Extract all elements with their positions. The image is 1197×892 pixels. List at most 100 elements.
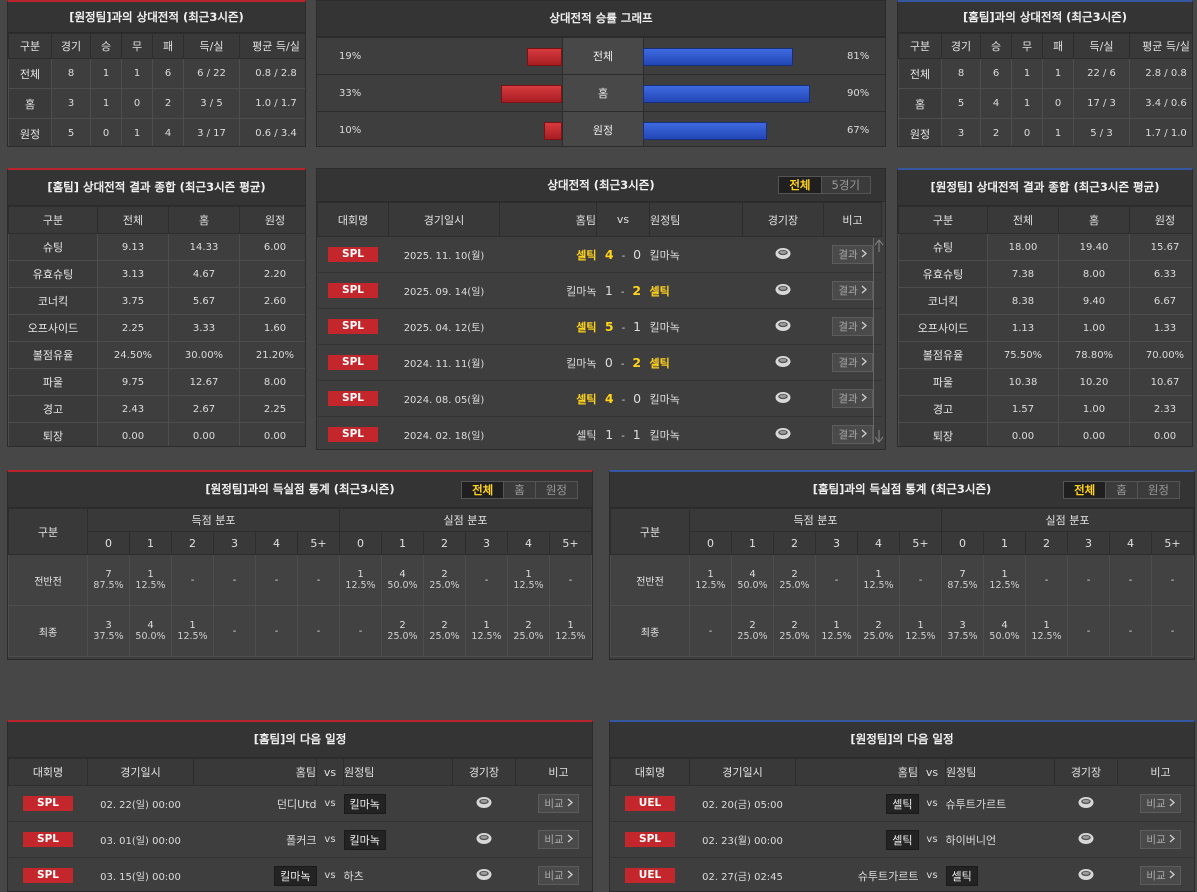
away-score: 2 xyxy=(632,283,642,298)
icon xyxy=(861,356,867,369)
chevron-icon xyxy=(567,833,573,843)
button[interactable]: 결과 xyxy=(832,245,873,264)
goal-percent: 12.5% xyxy=(695,580,726,591)
stadium-cell xyxy=(742,236,824,273)
away-cell: 킬마녹 xyxy=(649,416,743,449)
button[interactable]: 비교 xyxy=(538,794,579,813)
score-separator: - xyxy=(620,359,625,370)
goal-cell: - xyxy=(171,554,214,606)
home-score: 1 xyxy=(604,283,613,298)
column-header: 비고 xyxy=(1117,758,1194,786)
away-team: 킬마녹 xyxy=(343,829,386,850)
tab[interactable]: 5경기 xyxy=(820,177,870,193)
cell: 2 xyxy=(152,88,184,119)
row-label: 원정 xyxy=(8,118,52,146)
column-header: 승 xyxy=(90,33,122,59)
tab[interactable]: 전체 xyxy=(1064,481,1106,498)
panel: [홈팀]의 다음 일정 대회명 경기일시 홈팀 vs 원정팀 경기장 비고 SPL 02. 22(… xyxy=(7,720,593,892)
league-badge: SPL xyxy=(328,283,378,298)
match-date: 2025. 09. 14(일) xyxy=(388,272,500,309)
cell: 10.20 xyxy=(1058,368,1130,396)
percent-label: 19% xyxy=(339,51,362,62)
button-cell: 결과 xyxy=(823,344,882,381)
goal-percent: 25.0% xyxy=(387,631,418,642)
button[interactable]: 결과 xyxy=(832,317,873,336)
column-header: 비고 xyxy=(823,202,882,237)
button[interactable]: 비교 xyxy=(1140,866,1181,885)
goal-count: 2 xyxy=(791,620,798,631)
tab[interactable]: 전체 xyxy=(779,177,821,193)
button[interactable]: 비교 xyxy=(538,866,579,885)
goal-cell: 4 50.0% xyxy=(731,554,774,606)
league-cell: SPL xyxy=(8,821,88,858)
button-label: 결과 xyxy=(838,249,858,261)
tab[interactable]: 원정 xyxy=(1136,481,1179,498)
tab[interactable]: 홈 xyxy=(503,481,535,498)
goal-percent: 37.5% xyxy=(947,631,978,642)
cell: 1.13 xyxy=(987,314,1059,342)
versus: vs xyxy=(316,857,344,891)
stadium-cell xyxy=(742,416,824,449)
button[interactable]: 결과 xyxy=(832,389,873,408)
goal-percent: 12.5% xyxy=(1031,631,1062,642)
goal-count: 2 xyxy=(791,569,798,580)
cell: 12.67 xyxy=(168,368,240,396)
table-row: 퇴장 0.00 0.00 0.00 xyxy=(898,422,1192,446)
button[interactable]: 결과 xyxy=(832,281,873,300)
column-header: 경기일시 xyxy=(388,202,500,237)
panel-title: [원정팀]과의 득실점 통계 (최근3시즌) xyxy=(205,482,395,496)
tab[interactable]: 전체 xyxy=(462,481,504,498)
goal-cell: - xyxy=(465,554,508,606)
button[interactable]: 결과 xyxy=(832,425,873,444)
goal-cell: - xyxy=(213,605,256,657)
tab-group: 전체 5경기 xyxy=(778,176,871,194)
home-cell: 킬마녹 xyxy=(499,272,597,309)
tab[interactable]: 홈 xyxy=(1105,481,1137,498)
stadium-icon xyxy=(775,283,791,295)
goal-percent: 25.0% xyxy=(429,580,460,591)
icon xyxy=(775,391,791,407)
tab[interactable]: 원정 xyxy=(534,481,577,498)
home-cell: 킬마녹 xyxy=(499,344,597,381)
group-header: 실점 분포 xyxy=(941,508,1194,532)
goal-cell: - xyxy=(1067,554,1110,606)
cell: 2.60 xyxy=(239,287,305,315)
panel: [홈팀]과의 상대전적 (최근3시즌) 구분 경기 승 무 패 득/실 평균 득/실 전체 8 6 1… xyxy=(897,0,1193,147)
button[interactable]: 비교 xyxy=(1140,830,1181,849)
score-separator: - xyxy=(621,323,626,334)
chevron-icon xyxy=(861,392,867,402)
cell: 8.00 xyxy=(239,368,305,396)
bucket-header: 0 xyxy=(941,531,984,555)
cell: 14.33 xyxy=(168,233,240,261)
button[interactable]: 비교 xyxy=(1140,794,1181,813)
goal-percent: 25.0% xyxy=(429,631,460,642)
goal-row: 최종 3 37.5% 4 50.0% 1 12.5% - - - -2 25.0% 2 25.0% 1 12.… xyxy=(8,605,592,657)
scrollbar[interactable] xyxy=(873,238,884,444)
button[interactable]: 비교 xyxy=(538,830,579,849)
goal-cell: 1 12.5% xyxy=(549,605,592,657)
row-label: 홈 xyxy=(562,75,644,112)
goal-cell: 3 37.5% xyxy=(87,605,130,657)
row-label: 원정 xyxy=(898,118,942,146)
score-cell: 4-0 xyxy=(596,236,650,273)
bucket-header: 3 xyxy=(1067,531,1110,555)
column-header: 구분 xyxy=(8,508,88,555)
header-row: 구분 경기 승 무 패 득/실 평균 득/실 xyxy=(898,33,1192,59)
row-label: 경고 xyxy=(8,395,98,423)
goal-percent: 25.0% xyxy=(779,631,810,642)
column-header: 홈팀 xyxy=(193,758,317,786)
cell: 6.67 xyxy=(1129,287,1192,315)
home-team: 슈투트가르트 xyxy=(857,869,919,883)
goal-count: 4 xyxy=(147,620,154,631)
table-row: 코너킥 3.75 5.67 2.60 xyxy=(8,287,305,315)
icon xyxy=(861,284,867,297)
chevron-icon xyxy=(567,797,573,807)
button[interactable]: 결과 xyxy=(832,353,873,372)
cell: 5 xyxy=(51,118,91,146)
goal-count: 2 xyxy=(441,569,448,580)
stadium-cell xyxy=(452,821,516,858)
stadium-icon xyxy=(775,247,791,259)
icon-shape xyxy=(861,320,867,330)
goal-percent: 87.5% xyxy=(93,580,124,591)
